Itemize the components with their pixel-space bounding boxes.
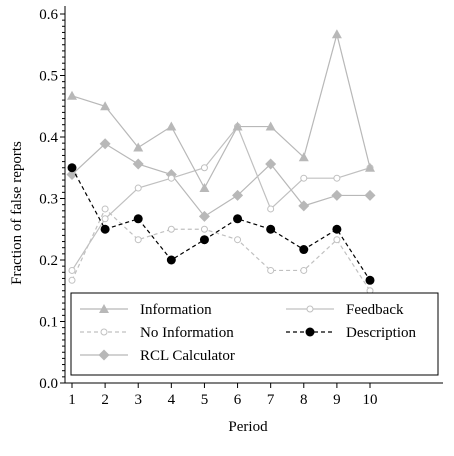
legend-label-no-information: No Information [140,325,234,341]
series-line-information [71,31,371,190]
legend-marker-no-information [100,328,108,336]
x-tick-label: 6 [234,392,242,408]
data-point-rcl-calculator [265,158,277,170]
data-point-description [100,224,110,234]
data-point-description [332,224,342,234]
series-no-information [68,205,374,295]
series-line-description [71,167,371,281]
legend-box [70,292,439,376]
series-feedback [68,123,374,274]
data-point-no-information [300,266,308,274]
data-point-description [299,245,309,255]
x-tick-label: 10 [363,392,378,408]
y-tick-label: 0.2 [39,253,58,269]
data-point-rcl-calculator [99,138,111,150]
x-tick-label: 7 [267,392,275,408]
y-tick-label: 0.6 [39,7,58,23]
x-tick-label: 3 [134,392,142,408]
data-point-description [365,275,375,285]
data-point-no-information [200,225,208,233]
data-point-rcl-calculator [66,169,78,181]
data-point-no-information [234,236,242,244]
data-point-description [133,214,143,224]
data-point-no-information [167,225,175,233]
data-point-information [298,152,309,162]
data-point-information [133,142,144,152]
series-information [67,29,375,193]
data-point-feedback [333,174,341,182]
legend-label-description: Description [346,325,416,341]
data-point-rcl-calculator [132,158,144,170]
data-point-no-information [267,266,275,274]
x-tick-label: 1 [68,392,76,408]
series-layer [66,29,376,295]
data-point-no-information [68,276,76,284]
legend-label-rcl-calculator: RCL Calculator [140,348,235,364]
series-line-rcl-calculator [71,143,370,218]
data-point-description [266,224,276,234]
legend-marker-description [305,327,315,337]
y-tick-label: 0.3 [39,192,58,208]
data-point-information [67,90,77,100]
x-axis-label: Period [228,419,268,435]
series-rcl-calculator [66,138,376,222]
data-point-information [199,183,210,193]
data-point-rcl-calculator [331,189,343,201]
data-point-no-information [333,236,341,244]
data-point-feedback [68,266,76,274]
data-point-description [67,163,77,173]
data-point-feedback [300,174,308,182]
y-tick-label: 0.1 [39,315,58,331]
data-point-information [331,29,342,39]
data-point-rcl-calculator [364,189,376,201]
x-tick-label: 9 [333,392,341,408]
y-tick-label: 0.5 [39,69,58,85]
data-point-rcl-calculator [232,189,244,201]
data-point-rcl-calculator [298,200,310,212]
x-tick-label: 2 [101,392,109,408]
data-point-information [100,101,111,111]
data-point-no-information [134,236,142,244]
data-point-feedback [200,164,208,172]
data-point-information [232,121,243,131]
data-point-feedback [167,174,175,182]
data-point-feedback [267,205,275,213]
series-line-no-information [71,207,371,292]
axes: 0.0 0.1 0.2 0.3 0.4 0.5 0.6 1 2 3 4 5 6 7 8 9 10 [39,6,443,408]
data-point-feedback [101,215,109,223]
y-tick-label: 0.4 [39,130,58,146]
x-tick-label: 4 [168,392,176,408]
data-point-description [199,235,209,245]
x-tick-label: 8 [300,392,308,408]
data-point-rcl-calculator [198,210,210,222]
data-point-no-information [101,205,109,213]
data-point-information [365,162,375,172]
legend-marker-information [99,304,109,313]
series-description [67,163,375,285]
data-point-information [265,121,276,131]
legend-label-feedback: Feedback [346,302,404,318]
legend-label-information: Information [140,302,212,318]
y-tick-label: 0.0 [39,376,58,392]
legend-marker-feedback [306,305,314,313]
data-point-information [166,121,177,131]
x-tick-label: 5 [201,392,209,408]
data-point-feedback [134,184,142,192]
y-axis-label: Fraction of false reports [9,141,25,285]
series-line-feedback [71,125,371,271]
legend-marker-rcl-calculator [98,349,110,361]
data-point-description [233,214,243,224]
data-point-description [166,255,176,265]
legend: Information Feedback No Information Descrip… [70,292,439,376]
